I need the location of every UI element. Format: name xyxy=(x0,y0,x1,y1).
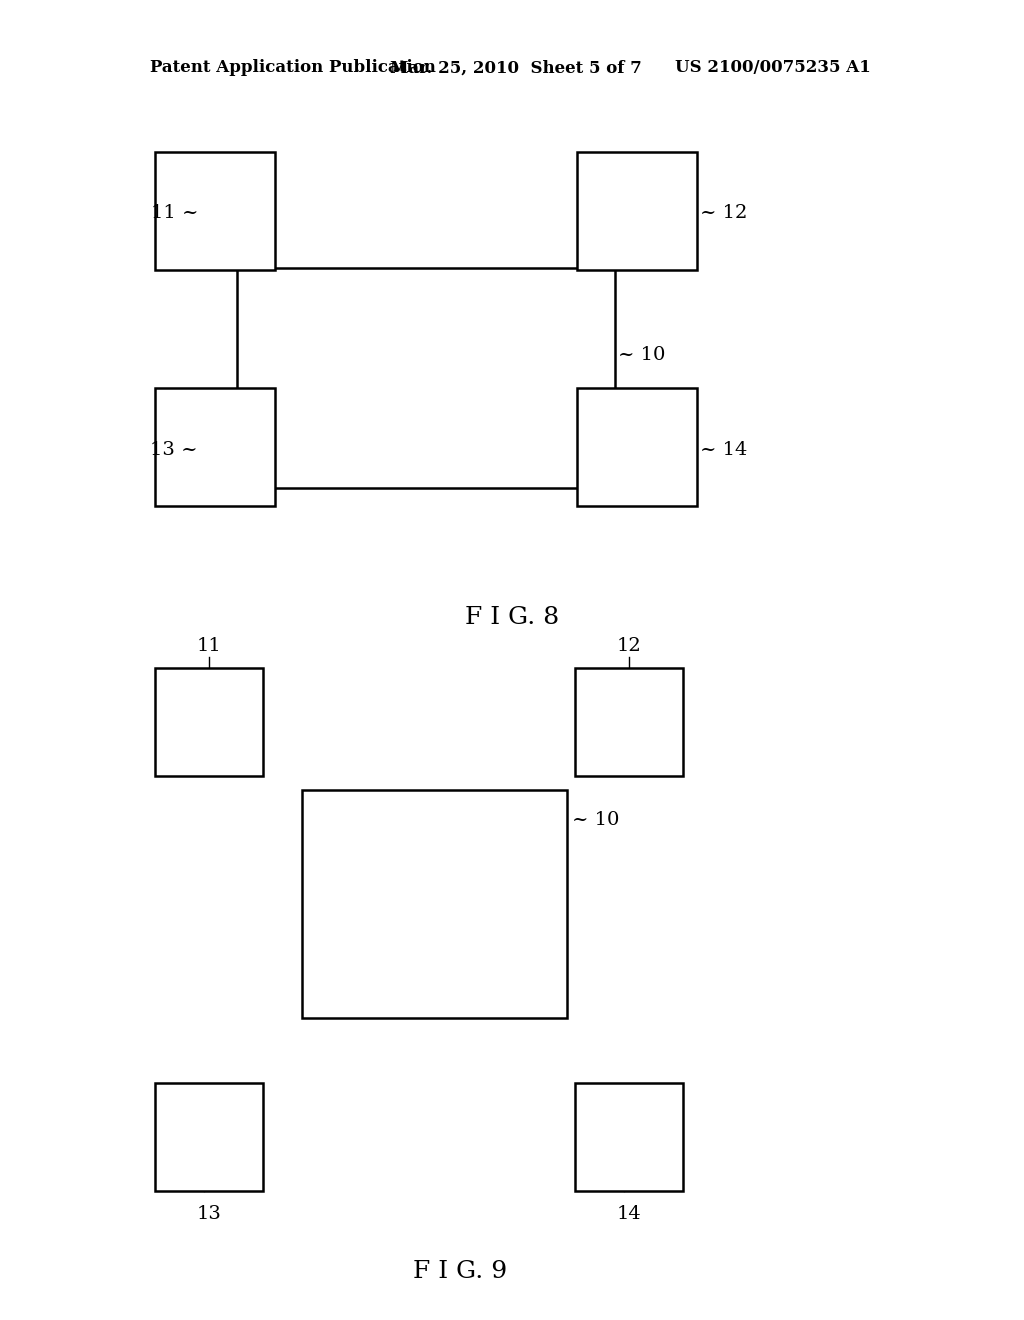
Bar xyxy=(575,1082,683,1191)
Text: F I G. 9: F I G. 9 xyxy=(413,1261,507,1283)
Text: ~ 12: ~ 12 xyxy=(700,205,748,222)
Text: 11 ~: 11 ~ xyxy=(151,205,198,222)
Text: F I G. 8: F I G. 8 xyxy=(465,606,559,630)
Bar xyxy=(155,152,275,271)
Text: Mar. 25, 2010  Sheet 5 of 7: Mar. 25, 2010 Sheet 5 of 7 xyxy=(390,59,642,77)
Text: 12: 12 xyxy=(616,638,641,655)
Bar xyxy=(155,1082,263,1191)
Text: US 2100/0075235 A1: US 2100/0075235 A1 xyxy=(675,59,870,77)
Text: Patent Application Publication: Patent Application Publication xyxy=(150,59,436,77)
Text: 13 ~: 13 ~ xyxy=(151,441,198,459)
Bar xyxy=(155,668,263,776)
Bar xyxy=(575,668,683,776)
Text: ~ 10: ~ 10 xyxy=(618,346,666,364)
Text: 13: 13 xyxy=(197,1205,221,1224)
Text: 11: 11 xyxy=(197,638,221,655)
Bar xyxy=(577,388,697,506)
Bar xyxy=(577,152,697,271)
Bar xyxy=(155,388,275,506)
Text: ~ 14: ~ 14 xyxy=(700,441,748,459)
Bar xyxy=(237,268,615,488)
Text: 14: 14 xyxy=(616,1205,641,1224)
Text: ~ 10: ~ 10 xyxy=(572,810,620,829)
Bar xyxy=(302,789,567,1018)
